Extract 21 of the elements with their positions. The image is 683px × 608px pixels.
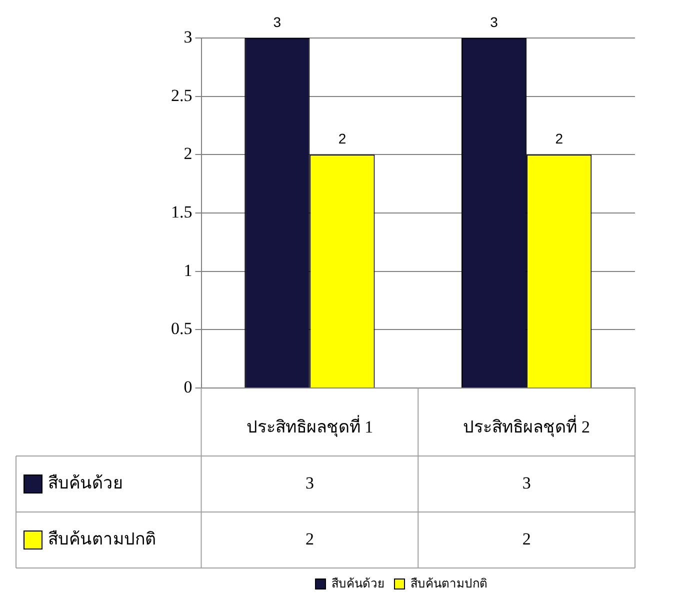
- text: 3: [490, 14, 498, 30]
- y-tick-label: 1.5: [171, 202, 192, 222]
- text: สืบค้นตามปกติ: [48, 529, 156, 548]
- x-tick-label: ประสิทธิผลชุดที่ 2: [463, 414, 590, 438]
- y-tick-label: 2.5: [171, 86, 192, 105]
- y-tick-label: 1: [184, 260, 192, 280]
- legend-label: สืบค้นด้วย: [48, 473, 123, 492]
- y-tick-label: 0: [184, 377, 192, 396]
- text: 3: [273, 14, 282, 30]
- y-tick-label: 2: [184, 144, 192, 164]
- x-tick-label: ประสิทธิผลชุดที่ 1: [246, 414, 374, 438]
- y-tick-label: 0.5: [171, 319, 192, 338]
- data-label: 2: [305, 529, 314, 548]
- data-label: 2: [522, 529, 531, 548]
- data-label: 3: [305, 473, 314, 492]
- data-label: 3: [522, 473, 531, 492]
- annotation: 2: [555, 130, 564, 147]
- annotation: 2: [338, 130, 346, 147]
- y-tick-label: 3: [184, 27, 192, 46]
- legend-label: สืบค้นตามปกติ: [410, 576, 488, 590]
- text: สืบค้นด้วย: [332, 576, 384, 590]
